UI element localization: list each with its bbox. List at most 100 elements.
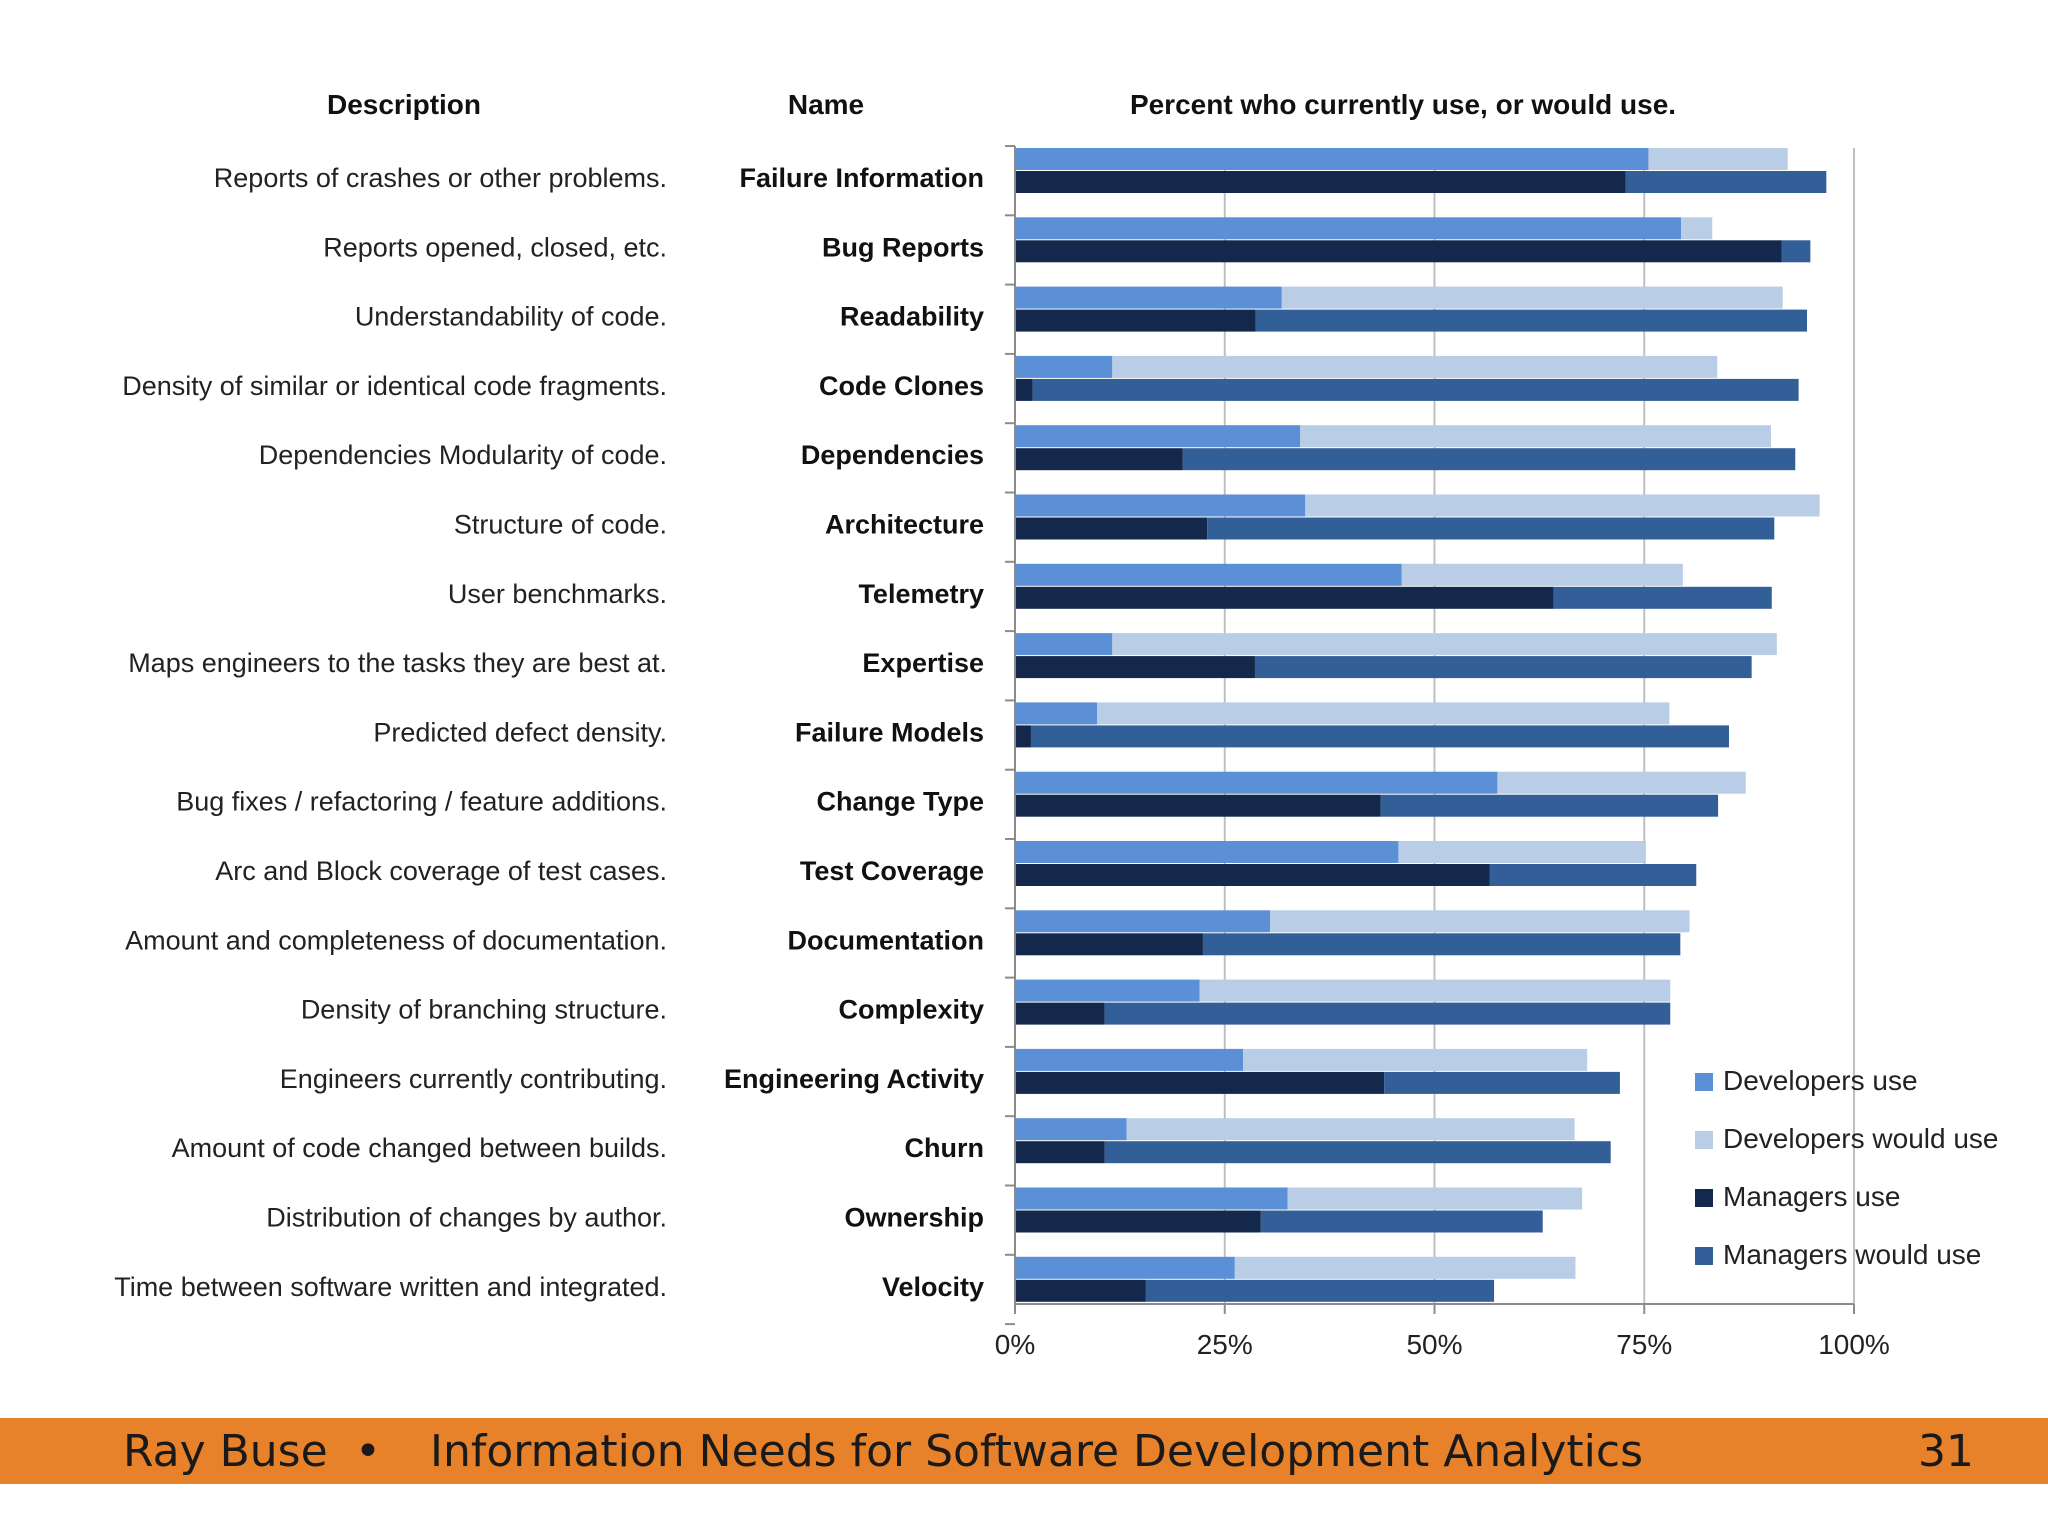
legend-label: Developers would use <box>1723 1123 1999 1154</box>
bar-managers-would-use <box>1254 656 1752 679</box>
bar-managers-would-use <box>1032 378 1799 401</box>
bar-developers-use <box>1015 979 1200 1002</box>
bar-developers-would-use <box>1497 771 1746 794</box>
category-name-label: Readability <box>840 302 984 332</box>
bar-managers-use <box>1015 240 1782 263</box>
bar-managers-would-use <box>1260 1210 1543 1233</box>
footer-author: Ray Buse <box>123 1426 328 1477</box>
category-name-label: Failure Information <box>739 163 984 193</box>
bar-developers-would-use <box>1681 217 1713 240</box>
legend-swatch <box>1695 1131 1713 1149</box>
category-name-label: Complexity <box>838 995 984 1025</box>
bar-managers-use <box>1015 725 1031 748</box>
bar-developers-would-use <box>1199 979 1671 1002</box>
category-name-label: Architecture <box>825 510 984 540</box>
category-description-label: Time between software written and integr… <box>114 1272 667 1302</box>
footer-bar: Ray Buse • Information Needs for Softwar… <box>0 1418 2048 1484</box>
bar-developers-would-use <box>1270 910 1690 933</box>
category-name-label: Failure Models <box>795 717 984 747</box>
bar-managers-use <box>1015 517 1208 540</box>
x-tick-label: 0% <box>995 1329 1035 1360</box>
category-name-label: Test Coverage <box>800 856 984 886</box>
legend-label: Managers would use <box>1723 1239 1981 1270</box>
x-axis: 0% 25% 50% 75% 100% <box>995 145 1890 1360</box>
bars <box>1015 148 1827 1302</box>
bar-managers-use <box>1015 378 1033 401</box>
bar-managers-use <box>1015 1279 1146 1302</box>
bar-managers-would-use <box>1781 240 1811 263</box>
bar-managers-use <box>1015 448 1183 471</box>
bar-managers-use <box>1015 656 1255 679</box>
bar-developers-use <box>1015 771 1498 794</box>
category-description-label: Engineers currently contributing. <box>280 1064 667 1094</box>
category-description-label: Predicted defect density. <box>373 717 667 747</box>
bar-developers-would-use <box>1401 563 1683 586</box>
bar-managers-would-use <box>1489 864 1697 886</box>
bar-managers-would-use <box>1104 1141 1611 1164</box>
bar-developers-would-use <box>1234 1256 1576 1279</box>
legend-swatch <box>1695 1073 1713 1091</box>
bar-developers-use <box>1015 1256 1235 1279</box>
category-description-label: Reports of crashes or other problems. <box>214 163 667 193</box>
category-name-label: Ownership <box>844 1203 984 1233</box>
category-name-label: Documentation <box>787 925 984 955</box>
category-name-label: Churn <box>905 1133 984 1163</box>
description-column-header: Description <box>327 89 481 120</box>
category-name-label: Dependencies <box>801 440 984 470</box>
row-labels: Failure Information Reports of crashes or… <box>114 163 984 1302</box>
category-name-label: Bug Reports <box>822 232 984 262</box>
bar-developers-would-use <box>1305 494 1820 517</box>
category-name-label: Telemetry <box>858 579 984 609</box>
legend-swatch <box>1695 1247 1713 1265</box>
bar-managers-would-use <box>1380 794 1719 817</box>
category-name-label: Expertise <box>862 648 984 678</box>
bar-managers-would-use <box>1202 933 1681 956</box>
bar-managers-would-use <box>1145 1279 1495 1302</box>
bar-developers-use <box>1015 286 1282 309</box>
bar-developers-would-use <box>1648 148 1788 170</box>
category-description-label: Density of similar or identical code fra… <box>122 371 667 401</box>
bar-developers-use <box>1015 494 1306 517</box>
x-tick-label: 25% <box>1197 1329 1253 1360</box>
footer-page-number: 31 <box>1918 1426 1974 1477</box>
category-description-label: Reports opened, closed, etc. <box>323 232 667 262</box>
footer-title: Information Needs for Software Developme… <box>430 1426 1644 1477</box>
bar-managers-would-use <box>1255 309 1808 332</box>
bar-managers-use <box>1015 933 1203 956</box>
bar-managers-would-use <box>1182 448 1796 471</box>
x-tick-label: 50% <box>1406 1329 1462 1360</box>
bar-developers-use <box>1015 1118 1127 1141</box>
bar-managers-would-use <box>1030 725 1729 748</box>
category-description-label: Arc and Block coverage of test cases. <box>215 856 667 886</box>
bar-developers-would-use <box>1281 286 1783 309</box>
footer-separator: • <box>355 1426 381 1477</box>
category-description-label: Amount of code changed between builds. <box>172 1133 667 1163</box>
bar-developers-use <box>1015 702 1098 725</box>
chart: Description Name Percent who currently u… <box>114 89 1999 1360</box>
category-name-label: Engineering Activity <box>724 1064 984 1094</box>
bar-developers-would-use <box>1300 425 1771 448</box>
bar-developers-would-use <box>1112 633 1777 656</box>
bar-developers-use <box>1015 841 1399 863</box>
bar-developers-would-use <box>1126 1118 1575 1141</box>
legend-swatch <box>1695 1189 1713 1207</box>
category-description-label: Dependencies Modularity of code. <box>259 440 667 470</box>
category-description-label: Amount and completeness of documentation… <box>125 925 667 955</box>
category-description-label: Understandability of code. <box>355 302 667 332</box>
bar-managers-use <box>1015 586 1554 609</box>
bar-developers-would-use <box>1097 702 1670 725</box>
bar-developers-use <box>1015 910 1271 933</box>
bar-developers-use <box>1015 355 1113 378</box>
bar-developers-would-use <box>1398 841 1646 863</box>
bar-developers-use <box>1015 1048 1244 1071</box>
category-description-label: Structure of code. <box>454 510 667 540</box>
bar-developers-would-use <box>1112 355 1718 378</box>
legend: Developers use Developers would use Manage… <box>1695 1065 1999 1270</box>
x-tick-label: 100% <box>1818 1329 1890 1360</box>
category-name-label: Code Clones <box>819 371 984 401</box>
category-description-label: Distribution of changes by author. <box>266 1203 667 1233</box>
legend-label: Developers use <box>1723 1065 1918 1096</box>
legend-label: Managers use <box>1723 1181 1900 1212</box>
category-description-label: User benchmarks. <box>448 579 667 609</box>
bar-managers-use <box>1015 309 1256 332</box>
